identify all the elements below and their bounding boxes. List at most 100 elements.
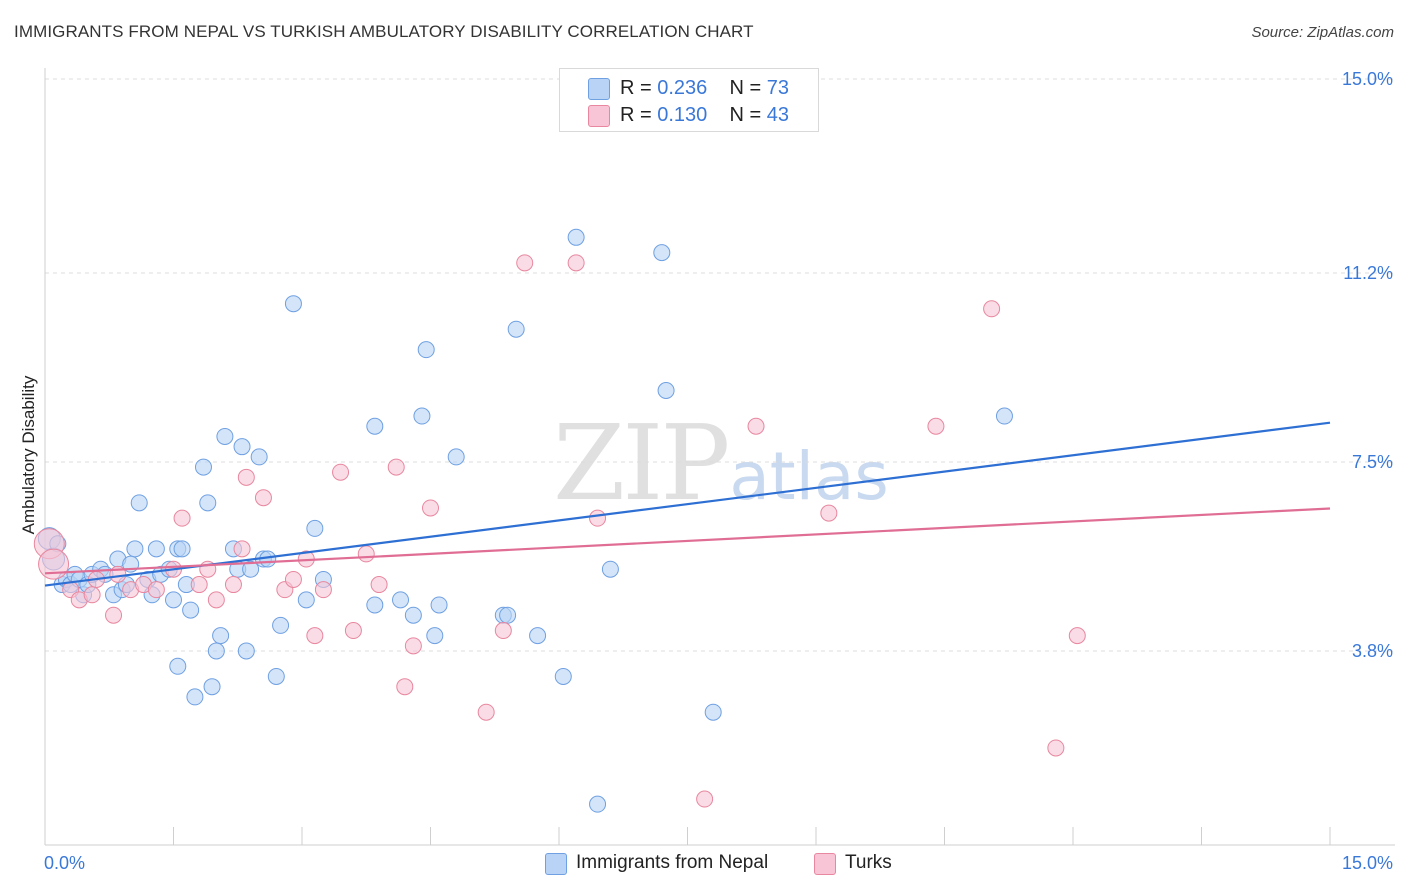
axis-layer [44, 68, 1395, 846]
nepal-point-56 [413, 407, 431, 425]
x-tick-label: 15.0% [1342, 853, 1393, 873]
turks-point-26 [344, 622, 362, 640]
turks-point-4 [83, 586, 101, 604]
turks-point-38 [696, 790, 714, 808]
series-legend-nepal[interactable]: Immigrants from Nepal [545, 852, 795, 876]
nepal-point-55 [404, 606, 422, 624]
watermark: ZIPatlas [553, 402, 889, 524]
nepal-point-27 [173, 540, 191, 558]
x-tick-label: 0.0% [44, 853, 85, 873]
nepal-point-50 [306, 519, 324, 537]
nepal-point-18 [126, 540, 144, 558]
nepal-point-52 [366, 417, 384, 435]
nepal-point-32 [194, 458, 212, 476]
turks-point-25 [332, 463, 350, 481]
nepal-point-58 [426, 627, 444, 645]
legend-n-value-turks: 43 [766, 104, 790, 126]
y-tick-label: 15.0% [1342, 69, 1393, 89]
nepal-point-72 [995, 407, 1013, 425]
nepal-point-36 [212, 627, 230, 645]
turks-point-33 [477, 703, 495, 721]
nepal-point-65 [554, 667, 572, 685]
nepal-point-60 [447, 448, 465, 466]
nepal-point-28 [169, 657, 187, 675]
trend-layer [44, 421, 1331, 587]
legend-r-value-nepal: 0.236 [657, 77, 708, 99]
turks-point-37 [589, 509, 607, 527]
y-tick-label: 7.5% [1352, 452, 1393, 472]
series-label-turks: Turks [845, 852, 892, 873]
nepal-trend-line [44, 421, 1331, 587]
turks-point-36 [567, 254, 585, 272]
nepal-point-43 [250, 448, 268, 466]
turks-point-34 [494, 622, 512, 640]
legend-text-turks: R = 0.130 N = 43 [620, 104, 790, 126]
nepal-point-41 [237, 642, 255, 660]
y-tick-label: 11.2% [1343, 263, 1393, 283]
turks-point-16 [224, 576, 242, 594]
turks-point-43 [1068, 627, 1086, 645]
turks-point-17 [233, 540, 251, 558]
legend-r-value-turks: 0.130 [657, 104, 708, 126]
turks-point-30 [396, 678, 414, 696]
turks-point-29 [387, 458, 405, 476]
turks-point-40 [820, 504, 838, 522]
points-layer [33, 228, 1086, 813]
nepal-point-59 [430, 596, 448, 614]
turks-point-42 [983, 300, 1001, 318]
correlation-legend: R = 0.236 N = 73 R = 0.130 N = 43 [559, 68, 819, 132]
nepal-point-63 [507, 320, 525, 338]
turks-point-18 [237, 468, 255, 486]
turks-point-1 [38, 548, 70, 580]
legend-swatch-nepal [588, 78, 610, 100]
nepal-point-57 [417, 341, 435, 359]
nepal-point-22 [147, 540, 165, 558]
nepal-point-47 [272, 616, 290, 634]
nepal-point-66 [567, 228, 585, 246]
nepal-point-37 [216, 427, 234, 445]
nepal-point-71 [704, 703, 722, 721]
series-legend-turks[interactable]: Turks [814, 852, 914, 876]
turks-point-23 [306, 627, 324, 645]
nepal-point-33 [199, 494, 217, 512]
nepal-point-35 [207, 642, 225, 660]
tick-label-layer: 3.8% 7.5% 11.2% 15.0% 0.0% 15.0% [44, 69, 1393, 873]
nepal-point-64 [529, 627, 547, 645]
legend-swatch-turks [588, 105, 610, 127]
chart-title: IMMIGRANTS FROM NEPAL VS TURKISH AMBULAT… [14, 22, 754, 41]
turks-point-10 [147, 581, 165, 599]
nepal-point-62 [499, 606, 517, 624]
nepal-point-25 [165, 591, 182, 609]
turks-point-27 [357, 545, 375, 563]
nepal-point-69 [653, 244, 671, 262]
turks-point-12 [173, 509, 191, 527]
watermark-atlas: atlas [729, 438, 889, 515]
turks-point-32 [422, 499, 439, 517]
nepal-point-31 [186, 688, 204, 706]
nepal-point-54 [392, 591, 410, 609]
turks-point-44 [1047, 739, 1065, 757]
turks-point-28 [370, 576, 388, 594]
nepal-point-19 [130, 494, 148, 512]
series-label-nepal: Immigrants from Nepal [576, 852, 769, 873]
turks-point-7 [105, 606, 123, 624]
nepal-point-67 [589, 795, 607, 813]
nepal-point-68 [601, 560, 619, 578]
nepal-point-30 [182, 601, 200, 619]
legend-n-value-nepal: 73 [766, 77, 790, 99]
turks-point-19 [254, 489, 272, 507]
turks-point-13 [190, 576, 208, 594]
nepal-point-53 [366, 596, 384, 614]
watermark-zip: ZIP [553, 402, 730, 524]
nepal-point-42 [242, 560, 260, 578]
nepal-point-40 [233, 438, 251, 456]
nepal-point-34 [203, 678, 221, 696]
turks-point-41 [927, 417, 945, 435]
turks-point-35 [516, 254, 534, 272]
series-swatch-turks [814, 853, 836, 875]
nepal-point-70 [657, 382, 675, 400]
nepal-point-49 [297, 591, 315, 609]
turks-point-15 [207, 591, 225, 609]
nepal-point-48 [284, 295, 302, 313]
